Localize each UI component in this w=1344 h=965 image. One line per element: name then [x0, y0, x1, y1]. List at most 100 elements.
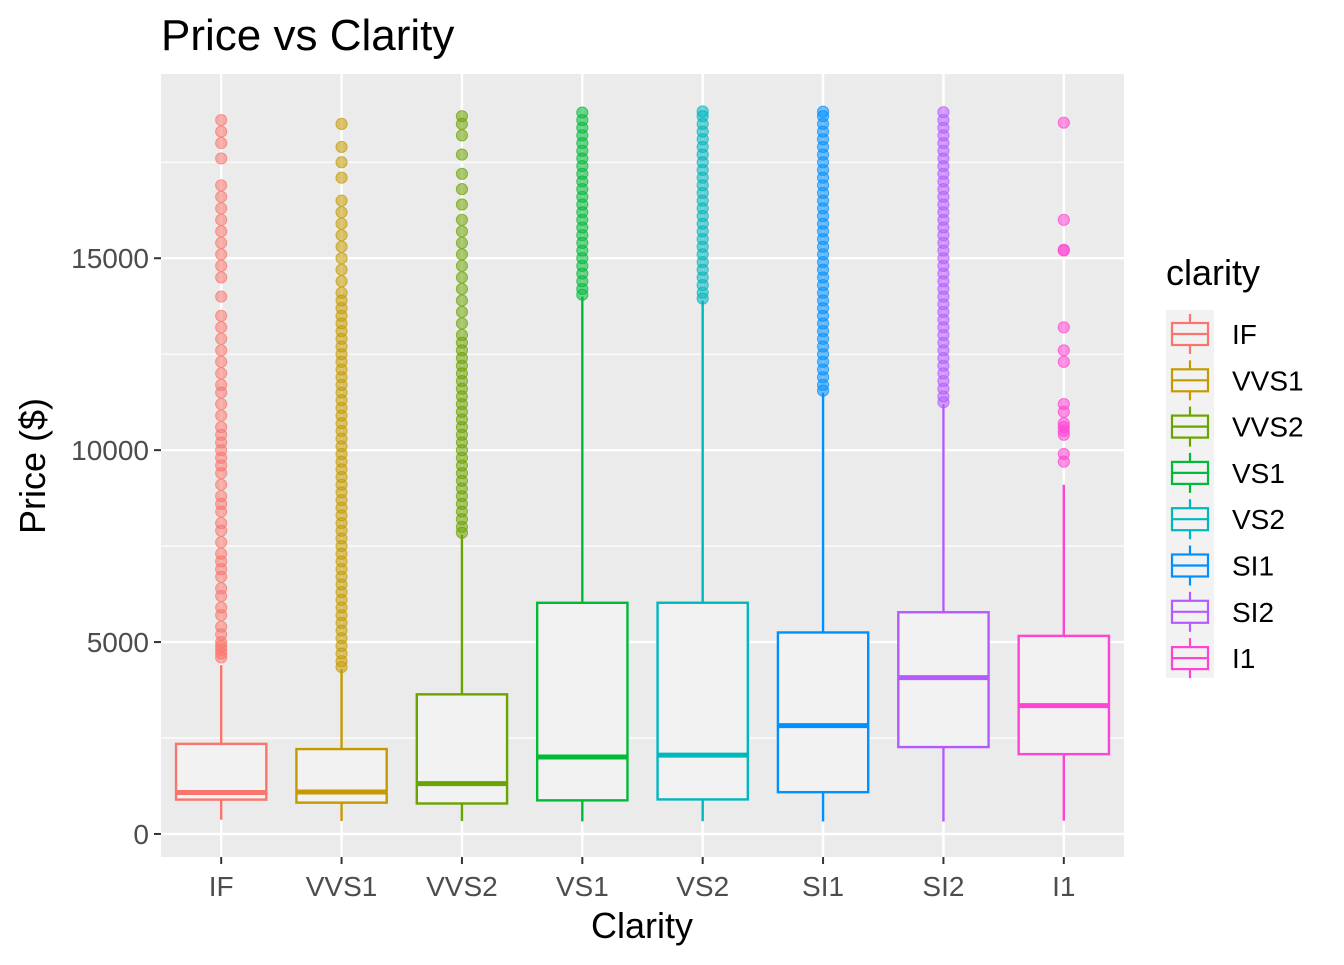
outlier-point	[455, 305, 469, 319]
outlier-point	[215, 179, 228, 192]
legend-item-I1: I1	[1170, 638, 1255, 679]
legend-label: VS1	[1232, 458, 1285, 489]
y-tick-label: 10000	[71, 435, 149, 466]
x-axis-label: Clarity	[591, 905, 693, 946]
outlier-point	[335, 275, 348, 288]
outlier-point	[335, 194, 348, 207]
outlier-point	[455, 129, 469, 142]
x-tick-label: SI2	[922, 871, 964, 902]
x-tick-label: VS2	[676, 871, 729, 902]
outlier-point	[1057, 447, 1070, 461]
outlier-point	[816, 105, 830, 118]
outlier-point	[455, 225, 469, 238]
outlier-point	[215, 601, 228, 614]
outlier-point	[576, 106, 589, 119]
legend-item-VVS1: VVS1	[1170, 360, 1304, 401]
outlier-point	[215, 620, 228, 633]
legend-label: SI1	[1232, 551, 1274, 582]
x-tick-label: IF	[209, 871, 234, 902]
outlier-point	[215, 397, 228, 411]
legend-label: SI2	[1232, 597, 1274, 628]
outlier-point	[1057, 213, 1070, 226]
outlier-point	[215, 321, 228, 334]
outlier-point	[455, 167, 469, 180]
outlier-point	[215, 309, 228, 322]
outlier-point	[215, 271, 228, 284]
box-body	[776, 631, 870, 794]
outlier-point	[215, 332, 228, 345]
outlier-point	[455, 148, 469, 161]
outlier-point	[455, 259, 469, 273]
outlier-point	[696, 105, 709, 118]
outlier-point	[335, 252, 348, 265]
legend-item-VVS2: VVS2	[1170, 406, 1304, 447]
box-body	[535, 601, 629, 802]
outlier-point	[937, 106, 950, 119]
outlier-point	[215, 355, 228, 368]
outlier-point	[215, 236, 228, 249]
outlier-point	[215, 367, 228, 380]
box-SI2	[897, 106, 990, 822]
outlier-point	[455, 183, 469, 196]
outlier-point	[1057, 321, 1070, 334]
outlier-point	[335, 206, 348, 219]
outlier-point	[215, 213, 228, 226]
legend-label: IF	[1232, 319, 1257, 350]
outlier-point	[1057, 355, 1070, 368]
outlier-point	[335, 117, 348, 130]
outlier-point	[455, 110, 469, 123]
outlier-point	[215, 344, 228, 357]
box-IF	[174, 113, 268, 820]
x-axis: IF VVS1 VVS2 VS1 VS2 SI1 SI2 I1	[209, 857, 1075, 902]
box-body	[415, 693, 509, 805]
outlier-point	[455, 236, 469, 249]
legend-title: clarity	[1166, 252, 1260, 293]
outlier-point	[215, 190, 228, 203]
outlier-point	[455, 317, 469, 330]
box-VS2	[656, 105, 750, 822]
outlier-point	[215, 259, 228, 273]
legend-label: VVS1	[1232, 365, 1304, 396]
outlier-point	[215, 409, 228, 422]
box-body	[1017, 634, 1111, 756]
outlier-point	[455, 328, 469, 342]
x-tick-label: I1	[1052, 871, 1075, 902]
legend-label: I1	[1232, 643, 1255, 674]
box-body	[295, 747, 388, 804]
legend-item-IF: IF	[1170, 314, 1257, 354]
legend-label: VS2	[1232, 504, 1285, 535]
outlier-point	[1057, 417, 1070, 430]
y-axis-label: Price ($)	[12, 398, 53, 534]
x-tick-label: VVS2	[426, 871, 498, 902]
outlier-point	[215, 152, 228, 165]
outlier-point	[335, 286, 348, 299]
outlier-point	[455, 271, 469, 284]
outlier-point	[1057, 243, 1070, 256]
outlier-point	[215, 136, 228, 150]
legend-label: VVS2	[1232, 412, 1304, 443]
outlier-point	[215, 378, 228, 391]
outlier-point	[215, 248, 228, 261]
box-I1	[1017, 116, 1111, 821]
outlier-point	[335, 140, 348, 154]
y-tick-label: 0	[133, 819, 149, 850]
outlier-point	[215, 547, 228, 560]
box-VVS2	[415, 110, 509, 822]
outlier-point	[455, 294, 469, 307]
outlier-point	[455, 248, 469, 261]
outlier-point	[1057, 116, 1070, 129]
outlier-point	[335, 171, 348, 184]
outlier-point	[215, 125, 228, 138]
legend-item-VS2: VS2	[1170, 499, 1285, 540]
outlier-point	[215, 516, 228, 530]
outlier-point	[335, 217, 348, 230]
box-body	[656, 601, 750, 801]
box-SI1	[776, 105, 870, 822]
outlier-point	[455, 282, 469, 296]
outlier-point	[215, 202, 228, 215]
outlier-point	[215, 290, 228, 303]
legend: clarity IF VVS1 VVS2 VS1 VS2 SI1 SI2 I1	[1166, 252, 1304, 679]
outlier-point	[215, 536, 228, 549]
